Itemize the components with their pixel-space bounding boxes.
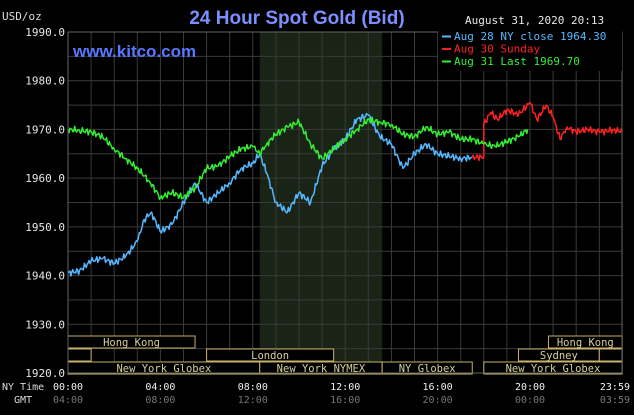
legend-box bbox=[438, 29, 622, 71]
y-tick-label: 1970.0 bbox=[25, 123, 65, 136]
session-label: New York Globex bbox=[506, 363, 601, 375]
session-label: Sydney bbox=[540, 350, 578, 362]
gmt-axis-label: GMT bbox=[14, 395, 32, 406]
session-bar bbox=[67, 348, 92, 362]
price-series bbox=[67, 101, 623, 277]
x-tick-label-gmt: 20:00 bbox=[423, 395, 453, 406]
x-axis-tick-labels: 00:00 04:00 04:00 08:00 08:00 12:00 12:00 16:00… bbox=[53, 382, 630, 406]
x-tick-label-ny: 04:00 bbox=[145, 382, 175, 393]
x-tick-label-gmt: 03:59 bbox=[600, 395, 630, 406]
y-tick-label: 1980.0 bbox=[25, 75, 65, 88]
y-axis-unit-label: USD/oz bbox=[2, 10, 42, 23]
x-tick-label-gmt: 04:00 bbox=[53, 395, 83, 406]
y-tick-label: 1930.0 bbox=[25, 318, 65, 331]
grid-lines bbox=[67, 31, 623, 374]
legend-entry: Aug 31 Last 1969.70 bbox=[454, 55, 580, 68]
x-tick-label-ny: 00:00 bbox=[53, 382, 83, 393]
plot-border bbox=[67, 31, 623, 374]
x-tick-label-gmt: 08:00 bbox=[145, 395, 175, 406]
x-tick-label-ny: 20:00 bbox=[515, 382, 545, 393]
session-label: London bbox=[251, 350, 289, 362]
session-label: Hong Kong bbox=[557, 337, 614, 349]
y-axis-tick-labels: 1920.0 1930.0 1940.0 1950.0 1960.0 1970.0 1980… bbox=[25, 26, 65, 380]
session-bar bbox=[598, 348, 623, 362]
x-tick-label-gmt: 12:00 bbox=[238, 395, 268, 406]
x-tick-label-gmt: 16:00 bbox=[330, 395, 360, 406]
chart-timestamp: August 31, 2020 20:13 bbox=[465, 14, 604, 27]
site-watermark: www.kitco.com bbox=[72, 42, 196, 61]
y-tick-label: 1940.0 bbox=[25, 270, 65, 283]
y-tick-label: 1990.0 bbox=[25, 26, 65, 39]
session-label: NY Globex bbox=[399, 363, 456, 375]
x-tick-label-ny: 16:00 bbox=[423, 382, 453, 393]
series-line bbox=[67, 112, 473, 277]
ny-time-axis-label: NY Time bbox=[2, 382, 44, 393]
y-tick-label: 1960.0 bbox=[25, 172, 65, 185]
y-tick-label: 1920.0 bbox=[25, 367, 65, 380]
series-line bbox=[471, 101, 623, 162]
legend-entry: Aug 30 Sunday bbox=[454, 43, 540, 56]
x-tick-label-ny: 12:00 bbox=[330, 382, 360, 393]
y-tick-label: 1950.0 bbox=[25, 221, 65, 234]
session-label: New York NYMEX bbox=[277, 363, 366, 375]
legend-entry: Aug 28 NY close 1964.30 bbox=[454, 30, 606, 43]
x-tick-label-ny: 23:59 bbox=[600, 382, 630, 393]
series-line bbox=[67, 116, 529, 200]
x-tick-label-gmt: 00:00 bbox=[515, 395, 545, 406]
session-label: New York Globex bbox=[116, 363, 211, 375]
session-label: Hong Kong bbox=[103, 337, 160, 349]
chart-title: 24 Hour Spot Gold (Bid) bbox=[189, 8, 404, 29]
session-bar bbox=[206, 348, 335, 362]
session-bar bbox=[381, 361, 473, 375]
x-tick-label-ny: 08:00 bbox=[238, 382, 268, 393]
